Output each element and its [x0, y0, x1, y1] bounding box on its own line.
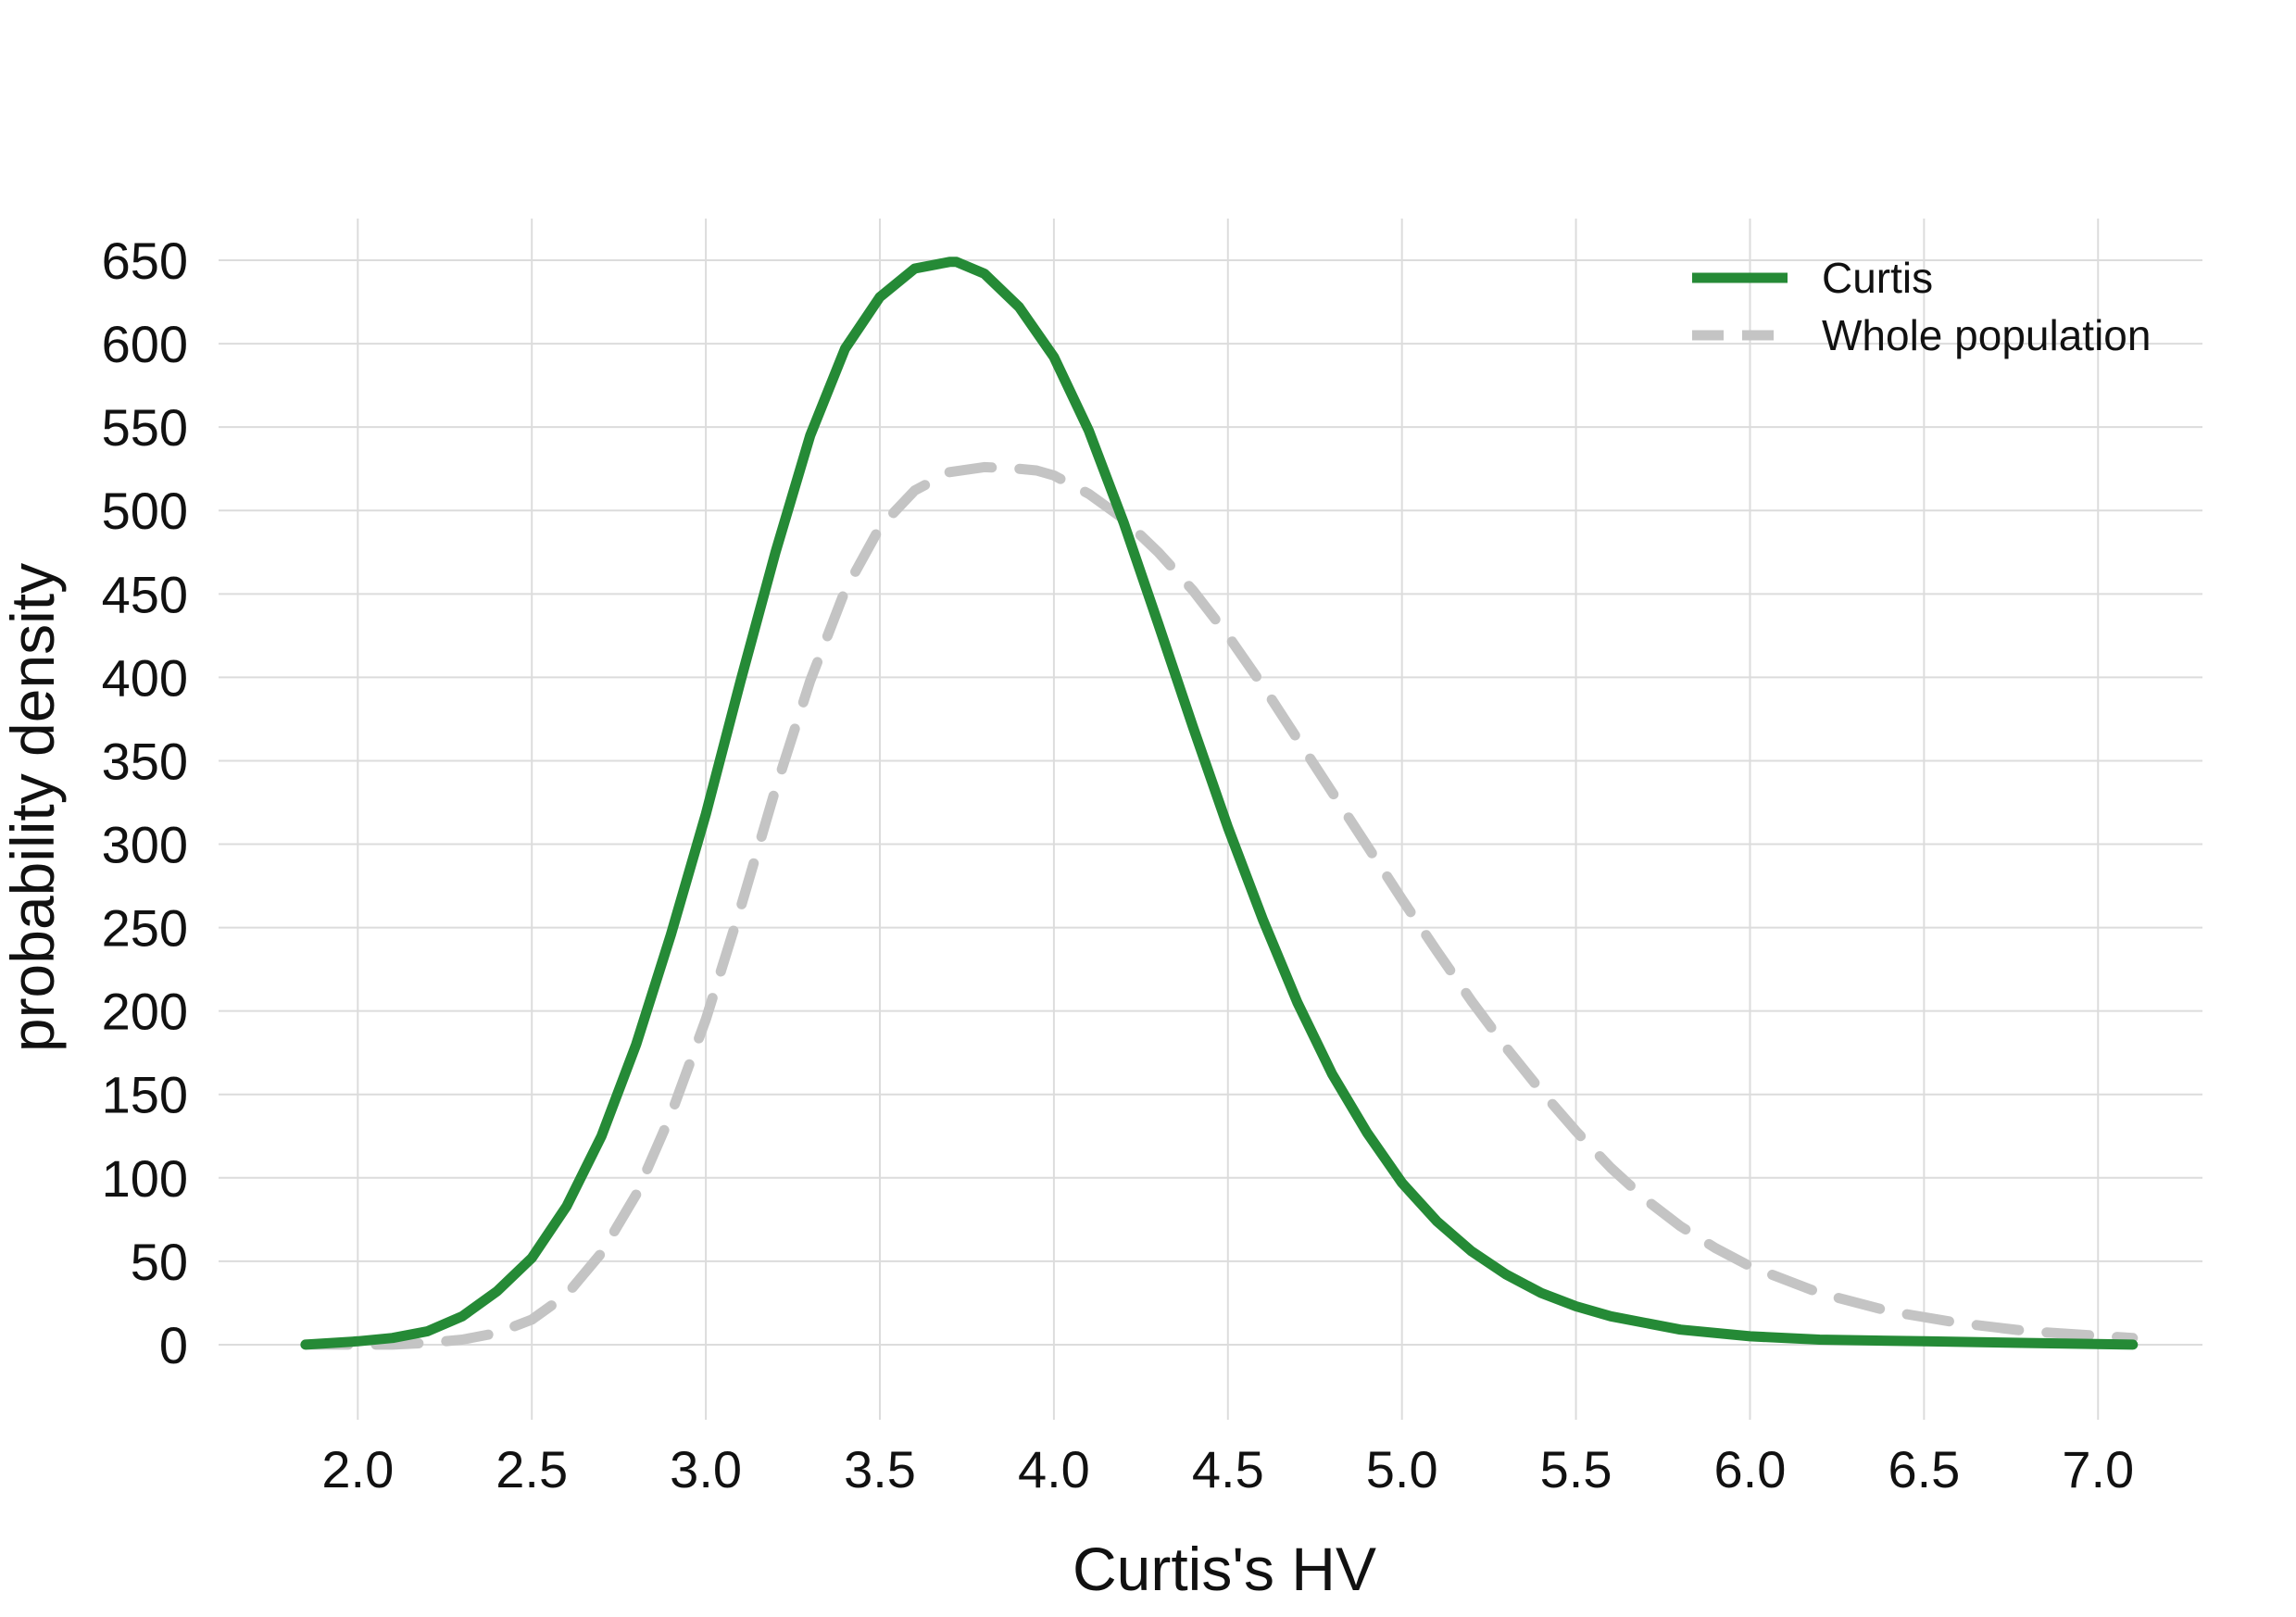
series-line-curtis — [300, 257, 2139, 1350]
x-tick-label: 3.5 — [844, 1440, 916, 1498]
y-tick-label: 550 — [102, 398, 188, 457]
y-tick-label: 450 — [102, 565, 188, 623]
x-tick-label: 4.0 — [1018, 1440, 1090, 1498]
series-lines — [300, 257, 2139, 1350]
grid-lines — [219, 219, 2202, 1420]
y-tick-label: 250 — [102, 899, 188, 958]
x-tick-label: 3.0 — [670, 1440, 742, 1498]
y-tick-label: 100 — [102, 1149, 188, 1208]
y-tick-label: 650 — [102, 232, 188, 290]
series-line-whole-population — [300, 461, 2139, 1350]
x-tick-label: 6.0 — [1714, 1440, 1787, 1498]
x-tick-label: 7.0 — [2062, 1440, 2134, 1498]
legend-label-whole-population: Whole population — [1822, 311, 2151, 359]
x-tick-label: 4.5 — [1192, 1440, 1264, 1498]
y-tick-label: 400 — [102, 648, 188, 707]
y-axis-label: probability density — [0, 563, 67, 1052]
y-tick-labels: 0 50 100 150 200 250 300 350 400 450 500 550 600 650 — [102, 232, 188, 1374]
x-tick-label: 2.0 — [321, 1440, 394, 1498]
y-tick-label: 500 — [102, 482, 188, 540]
y-tick-label: 300 — [102, 816, 188, 874]
x-tick-label: 2.5 — [496, 1440, 568, 1498]
legend-label-curtis: Curtis — [1822, 254, 1933, 302]
x-axis-label: Curtis's HV — [1073, 1535, 1376, 1603]
y-tick-label: 0 — [159, 1316, 188, 1374]
x-tick-labels: 2.0 2.5 3.0 3.5 4.0 4.5 5.0 5.5 6.0 6.5 7.0 — [321, 1440, 2134, 1498]
x-tick-label: 6.5 — [1888, 1440, 1960, 1498]
y-tick-label: 350 — [102, 732, 188, 790]
x-tick-label: 5.0 — [1366, 1440, 1438, 1498]
y-tick-label: 600 — [102, 315, 188, 373]
x-tick-label: 5.5 — [1540, 1440, 1612, 1498]
y-tick-label: 50 — [131, 1233, 188, 1291]
legend: Curtis Whole population — [1692, 254, 2151, 359]
y-tick-label: 150 — [102, 1066, 188, 1124]
y-tick-label: 200 — [102, 983, 188, 1041]
